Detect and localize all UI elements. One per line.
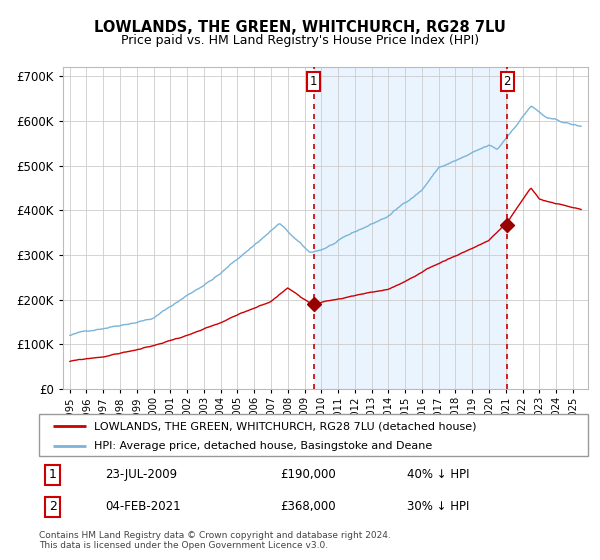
Text: 04-FEB-2021: 04-FEB-2021 [105,500,181,514]
Text: 40% ↓ HPI: 40% ↓ HPI [407,468,469,481]
Text: 1: 1 [310,75,317,88]
Text: Contains HM Land Registry data © Crown copyright and database right 2024.
This d: Contains HM Land Registry data © Crown c… [39,530,391,550]
Text: LOWLANDS, THE GREEN, WHITCHURCH, RG28 7LU (detached house): LOWLANDS, THE GREEN, WHITCHURCH, RG28 7L… [94,421,476,431]
Bar [314,67,508,389]
FancyBboxPatch shape [39,414,588,456]
Text: 2: 2 [503,75,511,88]
Text: £190,000: £190,000 [281,468,337,481]
Text: HPI: Average price, detached house, Basingstoke and Deane: HPI: Average price, detached house, Basi… [94,441,432,451]
Text: £368,000: £368,000 [281,500,336,514]
Text: Price paid vs. HM Land Registry's House Price Index (HPI): Price paid vs. HM Land Registry's House … [121,34,479,46]
Text: 30% ↓ HPI: 30% ↓ HPI [407,500,469,514]
Text: 23-JUL-2009: 23-JUL-2009 [105,468,177,481]
Text: LOWLANDS, THE GREEN, WHITCHURCH, RG28 7LU: LOWLANDS, THE GREEN, WHITCHURCH, RG28 7L… [94,20,506,35]
Text: 2: 2 [49,500,56,514]
Text: 1: 1 [49,468,56,481]
